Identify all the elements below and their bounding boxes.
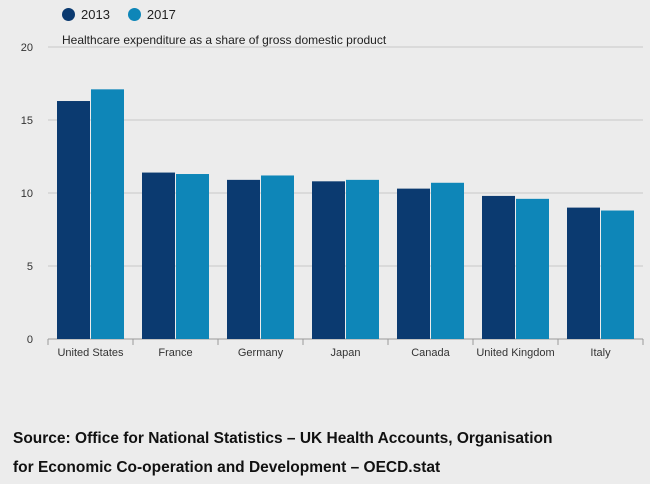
x-axis-ticks: United States France Germany Japan Canada Uni… xyxy=(47,339,644,359)
y-tick-label: 0 xyxy=(27,334,33,346)
bar-2013-italy xyxy=(567,207,600,339)
legend-swatch-2017 xyxy=(127,8,141,21)
bar-2013-united-kingdom xyxy=(482,195,515,339)
y-tick-label: 5 xyxy=(27,261,33,273)
source-line-2: for Economic Co-operation and Developmen… xyxy=(13,459,441,476)
source-line-1: Source: Office for National Statistics –… xyxy=(13,430,553,447)
source-note: Source: Office for National Statistics –… xyxy=(13,424,633,482)
bar-2017-canada xyxy=(431,182,464,339)
legend-label-2017: 2017 xyxy=(146,7,176,22)
x-tick-label: Italy xyxy=(590,347,611,359)
chart-legend: 2013 2017 xyxy=(62,7,176,22)
bar-2013-canada xyxy=(397,188,430,339)
bar-2017-france xyxy=(176,174,209,339)
bar-2017-germany xyxy=(261,175,294,339)
bar-2017-united-kingdom xyxy=(516,198,549,339)
bars xyxy=(57,89,634,340)
x-tick-label: United Kingdom xyxy=(476,347,554,359)
bar-2013-japan xyxy=(312,181,345,339)
y-tick-label: 20 xyxy=(21,42,33,54)
bar-2017-japan xyxy=(346,179,379,339)
y-axis-ticks: 0 5 10 15 20 xyxy=(21,42,33,346)
bar-2013-united-states xyxy=(57,101,90,340)
grid-lines xyxy=(48,46,643,340)
chart-title: Healthcare expenditure as a share of gro… xyxy=(62,33,387,47)
legend-label-2013: 2013 xyxy=(81,7,110,22)
x-tick-label: United States xyxy=(57,347,124,359)
x-tick-label: France xyxy=(158,347,192,359)
bar-2013-france xyxy=(142,172,175,339)
legend-item-2013: 2013 xyxy=(62,7,110,22)
bar-2017-united-states xyxy=(91,89,124,339)
legend-swatch-2013 xyxy=(62,8,75,21)
x-tick-label: Japan xyxy=(331,347,361,359)
legend-item-2017: 2017 xyxy=(127,7,176,22)
y-tick-label: 15 xyxy=(21,115,33,127)
bar-2017-italy xyxy=(601,210,634,339)
y-tick-label: 10 xyxy=(21,188,33,200)
x-tick-label: Canada xyxy=(411,347,450,359)
bar-2013-germany xyxy=(227,179,260,339)
x-tick-label: Germany xyxy=(238,347,284,359)
